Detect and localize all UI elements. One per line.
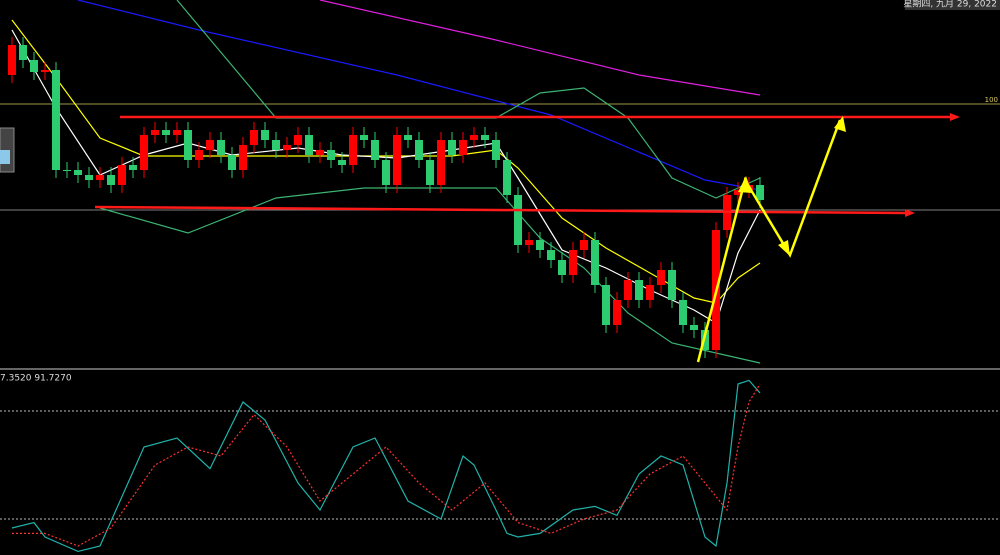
candle-body [547,250,555,260]
candle-body [349,135,357,165]
candle-body [382,160,390,185]
candle-body [437,140,445,185]
candle-body [503,160,511,195]
candle-body [239,145,247,170]
candle-body [569,250,577,275]
indicator-label: 7.3520 91.7270 [0,374,72,384]
candle-body [151,130,159,135]
indicator-line [12,383,761,547]
candle-body [228,155,236,170]
candle-body [327,150,335,160]
indicator-line [11,379,761,553]
candle-body [129,165,137,170]
level-label: 100 [985,96,998,104]
support-line [94,205,906,215]
candle-body [294,135,302,145]
arrow-head [950,113,960,121]
candle-body [415,140,423,160]
candle-body [679,300,687,325]
candle-body [338,160,346,165]
candle-body [272,140,280,150]
candle-body [470,135,478,140]
candle-body [360,135,368,140]
candle-body [41,70,49,72]
candle-body [250,130,258,145]
candle-body [690,325,698,330]
candle-body [613,300,621,325]
candle-body [646,285,654,300]
date-label: 星期四, 九月 29, 2022 [903,0,997,10]
candle-body [514,195,522,245]
candle-body [52,70,60,170]
candle-body [668,270,676,300]
candle-body [481,135,489,140]
candle-body [492,140,500,160]
date-bar [905,0,1000,10]
candle-body [8,45,16,75]
candle-body [283,145,291,150]
candle-body [448,140,456,155]
indicator-line [77,0,761,191]
candle-body [701,330,709,350]
candle-body [261,130,269,140]
candle-body [206,140,214,150]
candle-body [96,175,104,180]
candle-body [140,135,148,170]
candle-body [591,240,599,285]
forecast-arrow [696,119,842,363]
candle-body [558,260,566,275]
drawings [94,113,960,363]
candle-body [195,150,203,160]
candle-body [63,170,71,171]
candle-body [580,240,588,250]
candle-body [30,60,38,72]
candle-body [184,130,192,160]
candle-body [107,175,115,185]
candle-body [118,165,126,185]
candle-body [426,160,434,185]
candle-body [624,280,632,300]
candle-body [602,285,610,325]
candle-body [525,240,533,245]
candle-body [316,150,324,155]
candle-body [305,135,313,155]
candle-body [536,240,544,250]
candle-body [162,130,170,135]
candle-body [657,270,665,285]
handle-icon[interactable] [0,150,10,164]
candle-body [173,130,181,135]
candle-body [74,170,82,175]
candle-body [393,135,401,185]
arrow-head [905,209,915,217]
indicator-line [319,0,761,96]
candle-body [371,140,379,160]
candle-body [756,185,764,200]
candle-body [635,280,643,300]
candle-body [85,175,93,180]
candle-body [459,140,467,155]
candle-body [217,140,225,155]
candle-body [734,190,742,195]
candle-body [19,45,27,60]
candle-body [404,135,412,140]
